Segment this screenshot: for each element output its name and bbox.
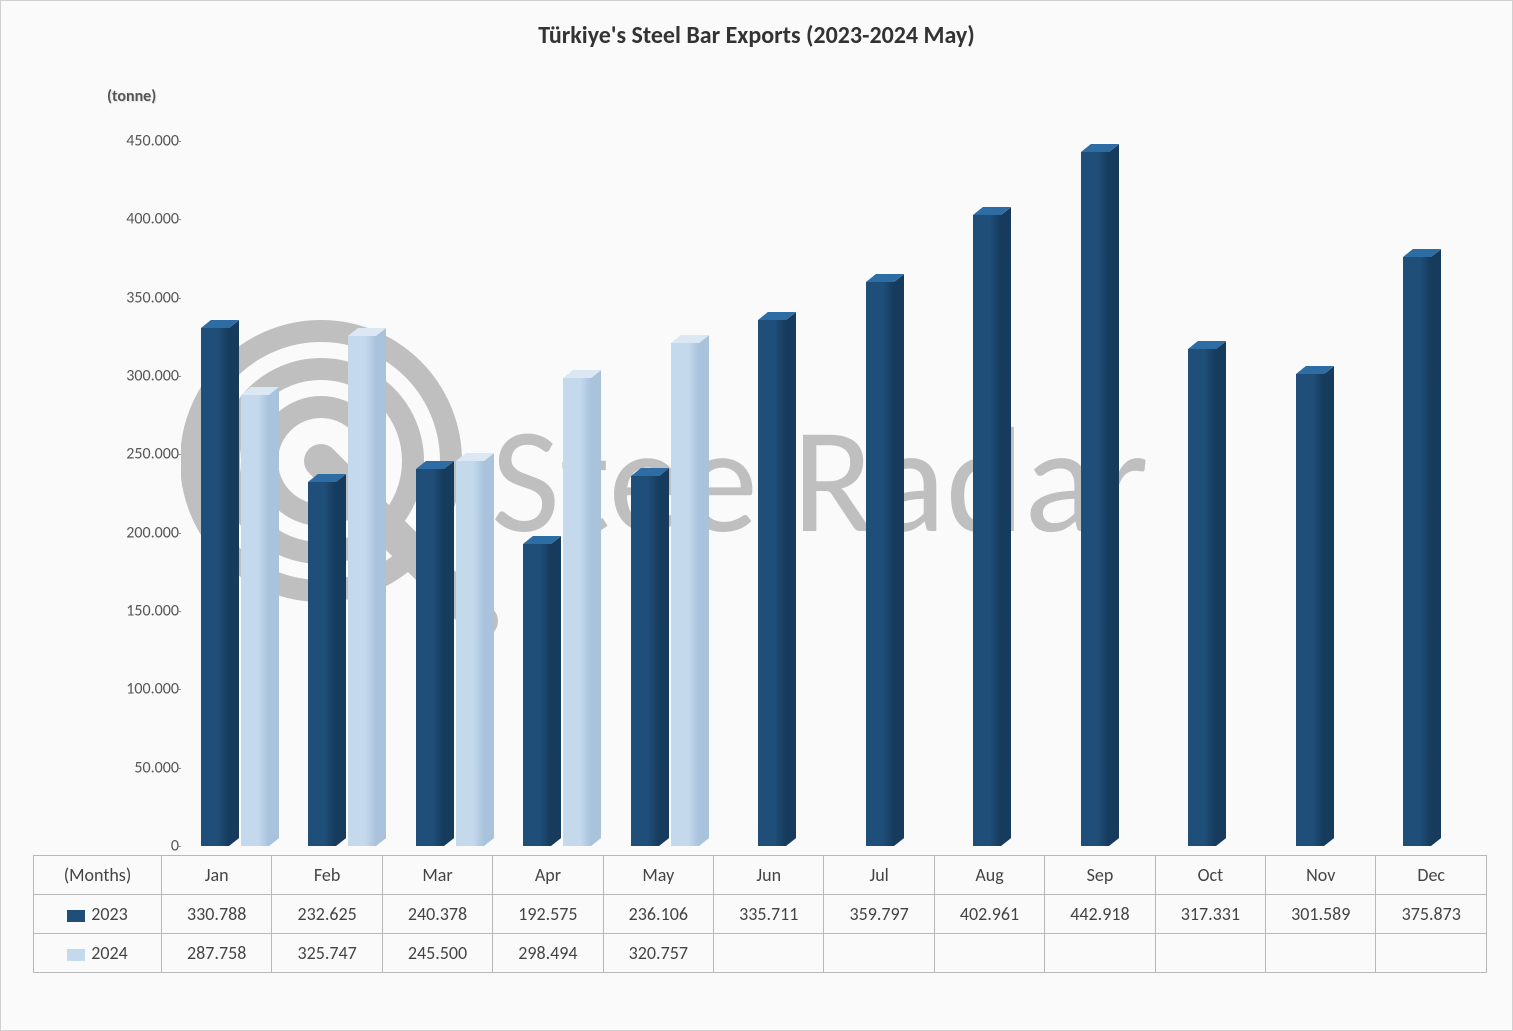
bar <box>1296 374 1324 846</box>
chart-title: Türkiye's Steel Bar Exports (2023-2024 M… <box>1 21 1512 50</box>
plot-area <box>181 141 1471 846</box>
series-name: 2024 <box>91 942 128 964</box>
table-cell: 287.758 <box>162 934 272 973</box>
bar <box>416 469 444 846</box>
bar <box>1403 257 1431 846</box>
category-header: Sep <box>1045 856 1155 895</box>
category-header: Jul <box>824 856 934 895</box>
table-cell <box>1266 934 1376 973</box>
x-axis-label: (Months) <box>34 856 162 895</box>
table-cell: 245.500 <box>382 934 492 973</box>
bar <box>201 328 229 846</box>
y-tick-label: 450.000 <box>109 132 179 151</box>
category-header: Dec <box>1376 856 1487 895</box>
table-cell <box>1376 934 1487 973</box>
y-axis-ticks: 050.000100.000150.000200.000250.000300.0… <box>109 141 179 846</box>
category-header: Oct <box>1155 856 1265 895</box>
table-cell <box>824 934 934 973</box>
data-table: (Months)JanFebMarAprMayJunJulAugSepOctNo… <box>33 855 1487 973</box>
bar <box>671 343 699 846</box>
table-cell: 298.494 <box>493 934 603 973</box>
bar <box>758 320 786 846</box>
bar <box>1188 349 1216 846</box>
category-header: Aug <box>934 856 1044 895</box>
table-cell <box>1045 934 1155 973</box>
bar <box>456 461 484 846</box>
bar <box>1081 152 1109 846</box>
table-cell <box>1155 934 1265 973</box>
series-name: 2023 <box>91 903 128 925</box>
y-tick-label: 150.000 <box>109 602 179 621</box>
category-header: May <box>603 856 713 895</box>
category-header: Jan <box>162 856 272 895</box>
y-tick-label: 0 <box>109 837 179 856</box>
table-cell: 325.747 <box>272 934 382 973</box>
legend-swatch <box>67 949 85 961</box>
table-cell: 232.625 <box>272 895 382 934</box>
bar <box>973 215 1001 846</box>
table-cell: 442.918 <box>1045 895 1155 934</box>
series-legend: 2024 <box>34 934 162 973</box>
category-header: Nov <box>1266 856 1376 895</box>
category-header: Feb <box>272 856 382 895</box>
table-cell: 330.788 <box>162 895 272 934</box>
bar <box>523 544 551 846</box>
y-tick-label: 100.000 <box>109 680 179 699</box>
table-cell: 320.757 <box>603 934 713 973</box>
y-tick-label: 400.000 <box>109 210 179 229</box>
category-header: Apr <box>493 856 603 895</box>
table-cell: 301.589 <box>1266 895 1376 934</box>
bar <box>241 395 269 846</box>
table-cell: 375.873 <box>1376 895 1487 934</box>
bar <box>308 482 336 846</box>
bars-layer <box>181 141 1471 846</box>
table-cell: 317.331 <box>1155 895 1265 934</box>
bar <box>348 336 376 846</box>
category-header: Jun <box>714 856 824 895</box>
table-cell: 359.797 <box>824 895 934 934</box>
y-tick-label: 50.000 <box>109 758 179 777</box>
category-header: Mar <box>382 856 492 895</box>
y-tick-label: 300.000 <box>109 367 179 386</box>
table-cell: 402.961 <box>934 895 1044 934</box>
table-cell <box>934 934 1044 973</box>
table-cell <box>714 934 824 973</box>
table-cell: 236.106 <box>603 895 713 934</box>
y-tick-label: 200.000 <box>109 523 179 542</box>
y-tick-label: 250.000 <box>109 445 179 464</box>
chart-container: Türkiye's Steel Bar Exports (2023-2024 M… <box>0 0 1513 1031</box>
y-axis-unit: (tonne) <box>107 87 156 106</box>
bar <box>631 476 659 846</box>
table-cell: 192.575 <box>493 895 603 934</box>
table-cell: 335.711 <box>714 895 824 934</box>
bar <box>563 378 591 846</box>
y-tick-label: 350.000 <box>109 288 179 307</box>
series-legend: 2023 <box>34 895 162 934</box>
bar <box>866 282 894 846</box>
legend-swatch <box>67 910 85 922</box>
table-cell: 240.378 <box>382 895 492 934</box>
